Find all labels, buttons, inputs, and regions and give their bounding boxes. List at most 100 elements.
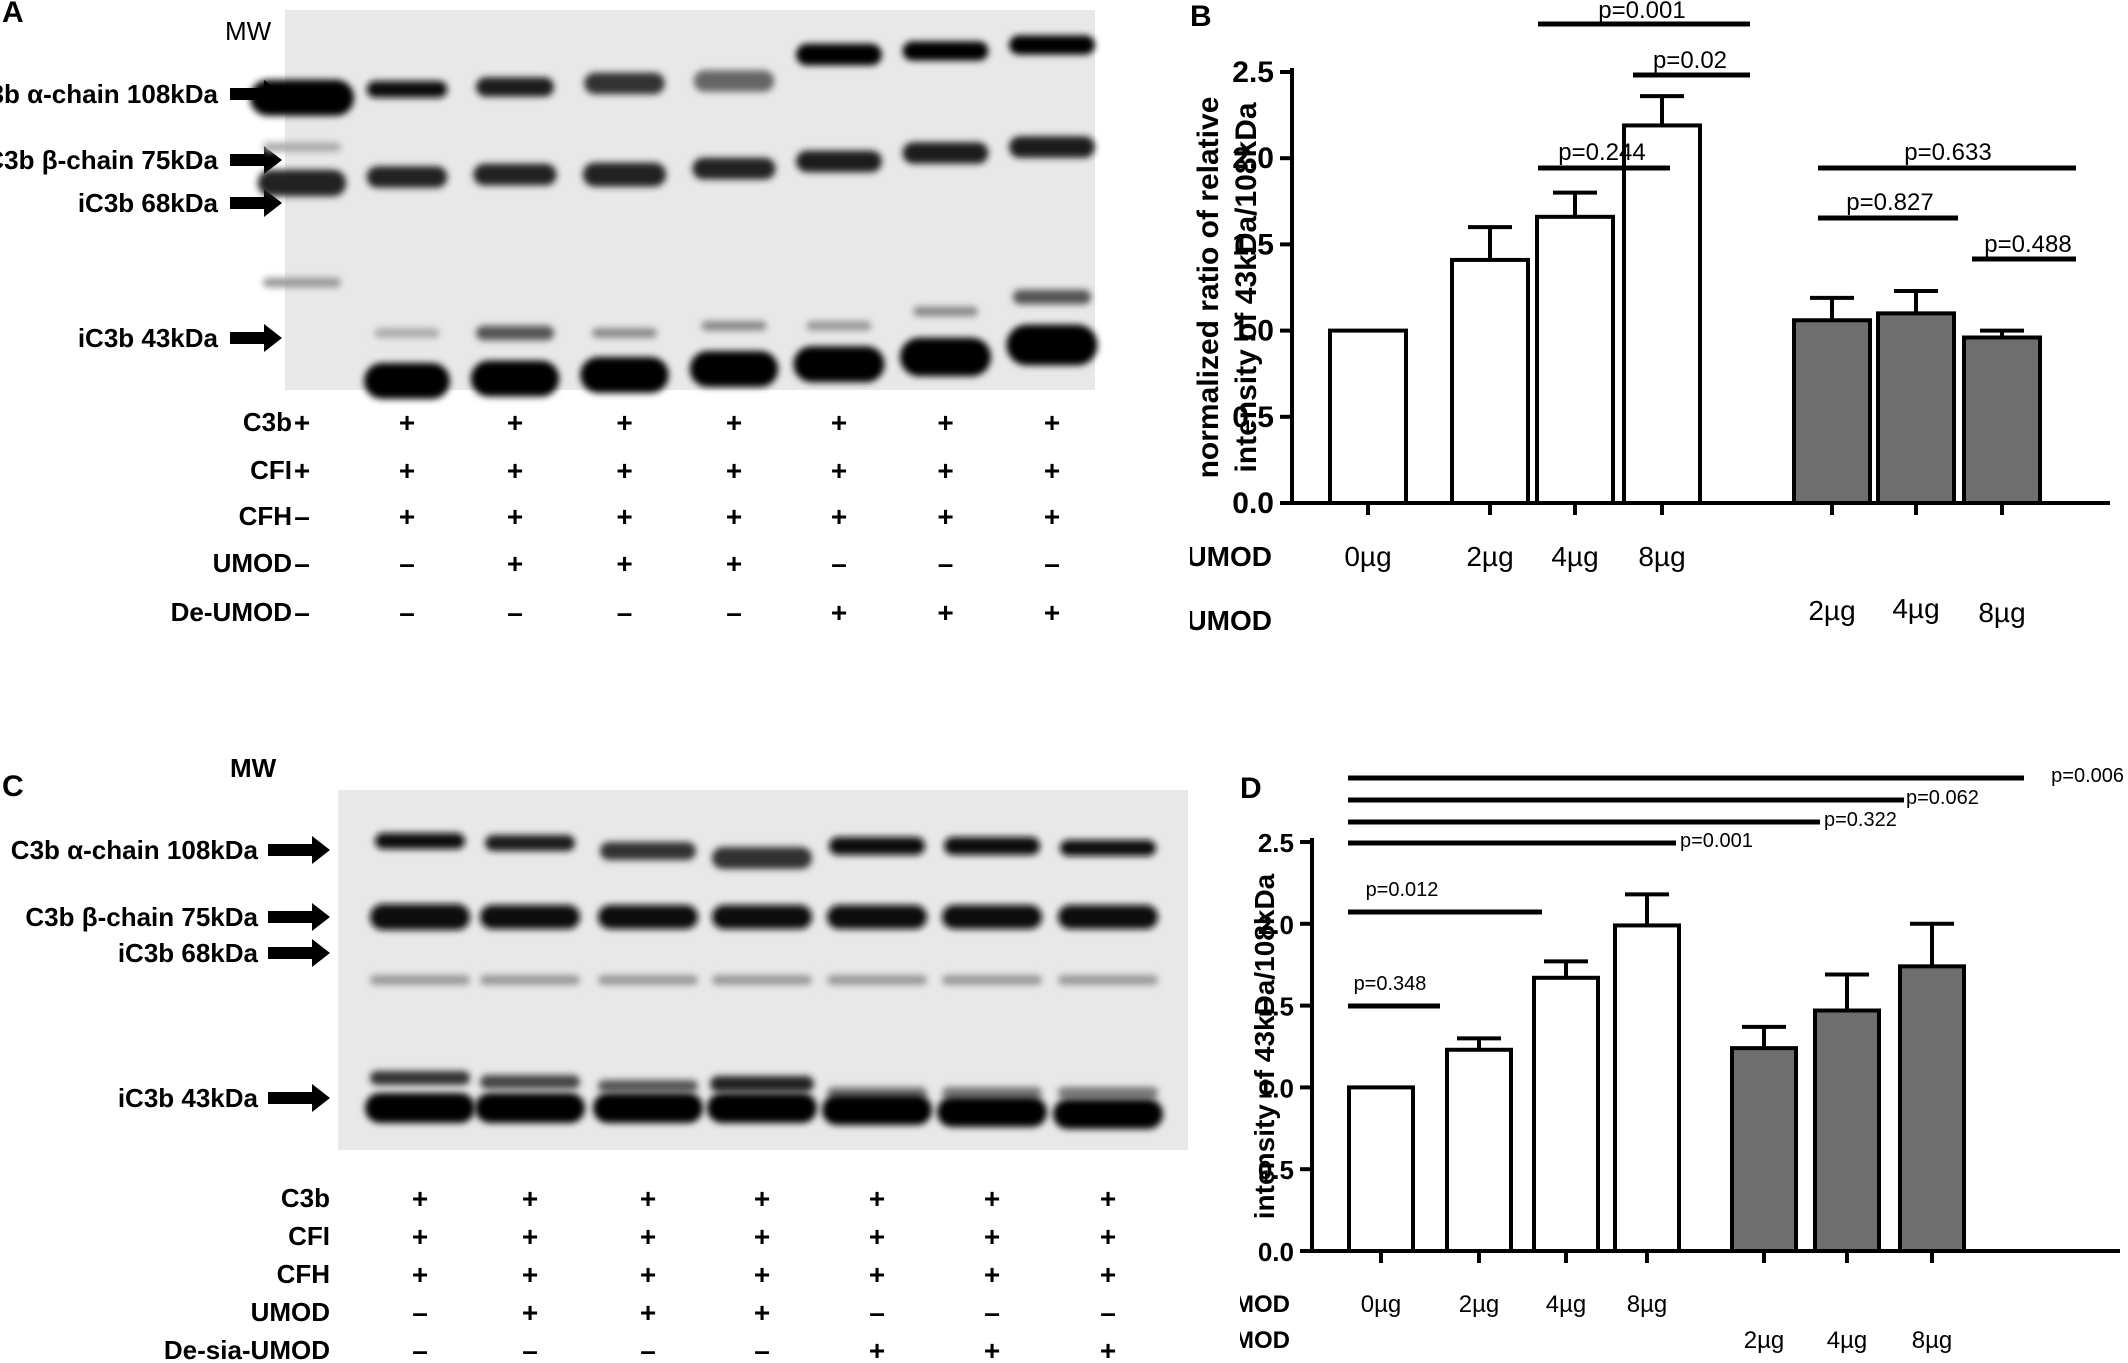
condition-sign: + xyxy=(869,1221,885,1252)
protein-band xyxy=(598,975,698,985)
protein-band xyxy=(707,1093,817,1123)
protein-band xyxy=(937,1097,1047,1127)
band-label: iC3b 43kDa xyxy=(78,323,219,353)
condition-sign: + xyxy=(754,1183,770,1214)
protein-band xyxy=(902,41,989,61)
condition-sign: + xyxy=(294,455,310,486)
condition-sign: + xyxy=(754,1297,770,1328)
condition-sign: + xyxy=(937,455,953,486)
protein-band xyxy=(822,1095,932,1125)
condition-sign: – xyxy=(294,501,310,532)
condition-sign: – xyxy=(1100,1297,1116,1328)
protein-band xyxy=(374,328,440,338)
bar xyxy=(1622,123,1702,505)
x-category-label: 8µg xyxy=(1638,541,1685,572)
condition-sign: – xyxy=(522,1335,538,1363)
condition-sign: + xyxy=(616,407,632,438)
y-tick-label: 2.0 xyxy=(1258,910,1294,940)
protein-band xyxy=(793,346,885,383)
bar-chart-d: 0.0 0.5 1.0 1.5 2.0 2.5 normalized ratio of re… xyxy=(1240,765,2124,1354)
x-row-label: De-sia-UMOD xyxy=(1240,1327,1290,1354)
condition-label: UMOD xyxy=(213,548,292,578)
condition-sign: + xyxy=(522,1297,538,1328)
condition-sign: + xyxy=(412,1221,428,1252)
bar xyxy=(1445,1047,1513,1253)
p-value-label: p=0.006 xyxy=(2051,765,2124,787)
condition-sign: – xyxy=(617,597,633,628)
x-category-label: 8µg xyxy=(1627,1291,1668,1318)
x-category-label: 0µg xyxy=(1344,541,1391,572)
condition-sign: + xyxy=(937,597,953,628)
condition-label: C3b xyxy=(243,407,292,437)
condition-sign: + xyxy=(831,407,847,438)
condition-sign: + xyxy=(754,1221,770,1252)
protein-band xyxy=(365,1093,475,1123)
y-tick-label: 2.0 xyxy=(1232,142,1274,175)
protein-band xyxy=(827,905,927,929)
protein-band xyxy=(692,157,776,180)
protein-band xyxy=(1058,1087,1158,1099)
protein-band xyxy=(475,1093,585,1123)
protein-band xyxy=(796,43,882,66)
condition-sign: + xyxy=(616,455,632,486)
protein-band xyxy=(1013,289,1091,305)
condition-sign: – xyxy=(507,597,523,628)
protein-band xyxy=(796,150,882,173)
protein-band xyxy=(263,142,341,152)
p-value-label: p=0.001 xyxy=(1598,0,1685,24)
x-row-label: UMOD xyxy=(1190,541,1272,572)
protein-band xyxy=(582,162,667,187)
protein-band xyxy=(598,905,698,929)
condition-label: De-UMOD xyxy=(171,597,292,627)
protein-band xyxy=(1060,840,1156,856)
protein-band xyxy=(600,842,696,860)
western-blot-a: MW C3b α-chain 108kDa C3b β-chain 75kDa iC3… xyxy=(0,10,1098,628)
band-label: C3b α-chain 108kDa xyxy=(11,835,259,865)
condition-sign: + xyxy=(522,1221,538,1252)
p-value-label: p=0.02 xyxy=(1653,47,1727,74)
condition-label: CFH xyxy=(277,1259,330,1289)
protein-band xyxy=(712,905,812,929)
protein-band xyxy=(701,321,767,331)
condition-sign: + xyxy=(412,1259,428,1290)
band-arrow xyxy=(230,146,282,174)
condition-sign: + xyxy=(984,1221,1000,1252)
x-row-label: UMOD xyxy=(1240,1291,1290,1318)
protein-band xyxy=(370,904,470,930)
x-category-label: 4µg xyxy=(1827,1327,1868,1354)
protein-band xyxy=(470,360,560,397)
panel-letter-a: A xyxy=(2,0,24,29)
condition-sign: + xyxy=(869,1335,885,1363)
band-arrow xyxy=(268,939,330,967)
bar xyxy=(1532,975,1600,1253)
bar xyxy=(1876,311,1956,505)
condition-sign: + xyxy=(1100,1183,1116,1214)
condition-label: CFI xyxy=(250,455,292,485)
protein-band xyxy=(364,363,450,399)
x-category-label: 2µg xyxy=(1744,1327,1785,1354)
y-tick-label: 1.5 xyxy=(1232,228,1274,261)
y-tick-label: 1.5 xyxy=(1258,992,1294,1022)
condition-sign: + xyxy=(726,501,742,532)
condition-sign: + xyxy=(640,1221,656,1252)
protein-band xyxy=(942,975,1042,985)
p-value-label: p=0.322 xyxy=(1824,809,1897,831)
y-tick-label: 0.0 xyxy=(1232,487,1274,520)
condition-sign: + xyxy=(1100,1259,1116,1290)
panel-letter-c: C xyxy=(2,770,24,803)
protein-band xyxy=(712,975,812,985)
protein-band xyxy=(1058,975,1158,985)
bar xyxy=(1535,214,1615,505)
y-axis-label: normalized ratio of relative xyxy=(1192,97,1225,479)
protein-band xyxy=(580,357,669,393)
band-label: C3b β-chain 75kDa xyxy=(25,902,258,932)
band-label: iC3b 68kDa xyxy=(118,938,259,968)
condition-sign: – xyxy=(726,597,742,628)
protein-band xyxy=(375,833,465,849)
x-category-label: 4µg xyxy=(1546,1291,1587,1318)
protein-band xyxy=(584,72,665,95)
x-category-label: 8µg xyxy=(1978,597,2025,628)
condition-sign: + xyxy=(640,1297,656,1328)
protein-band xyxy=(1006,324,1098,366)
p-value-label: p=0.012 xyxy=(1366,879,1439,901)
